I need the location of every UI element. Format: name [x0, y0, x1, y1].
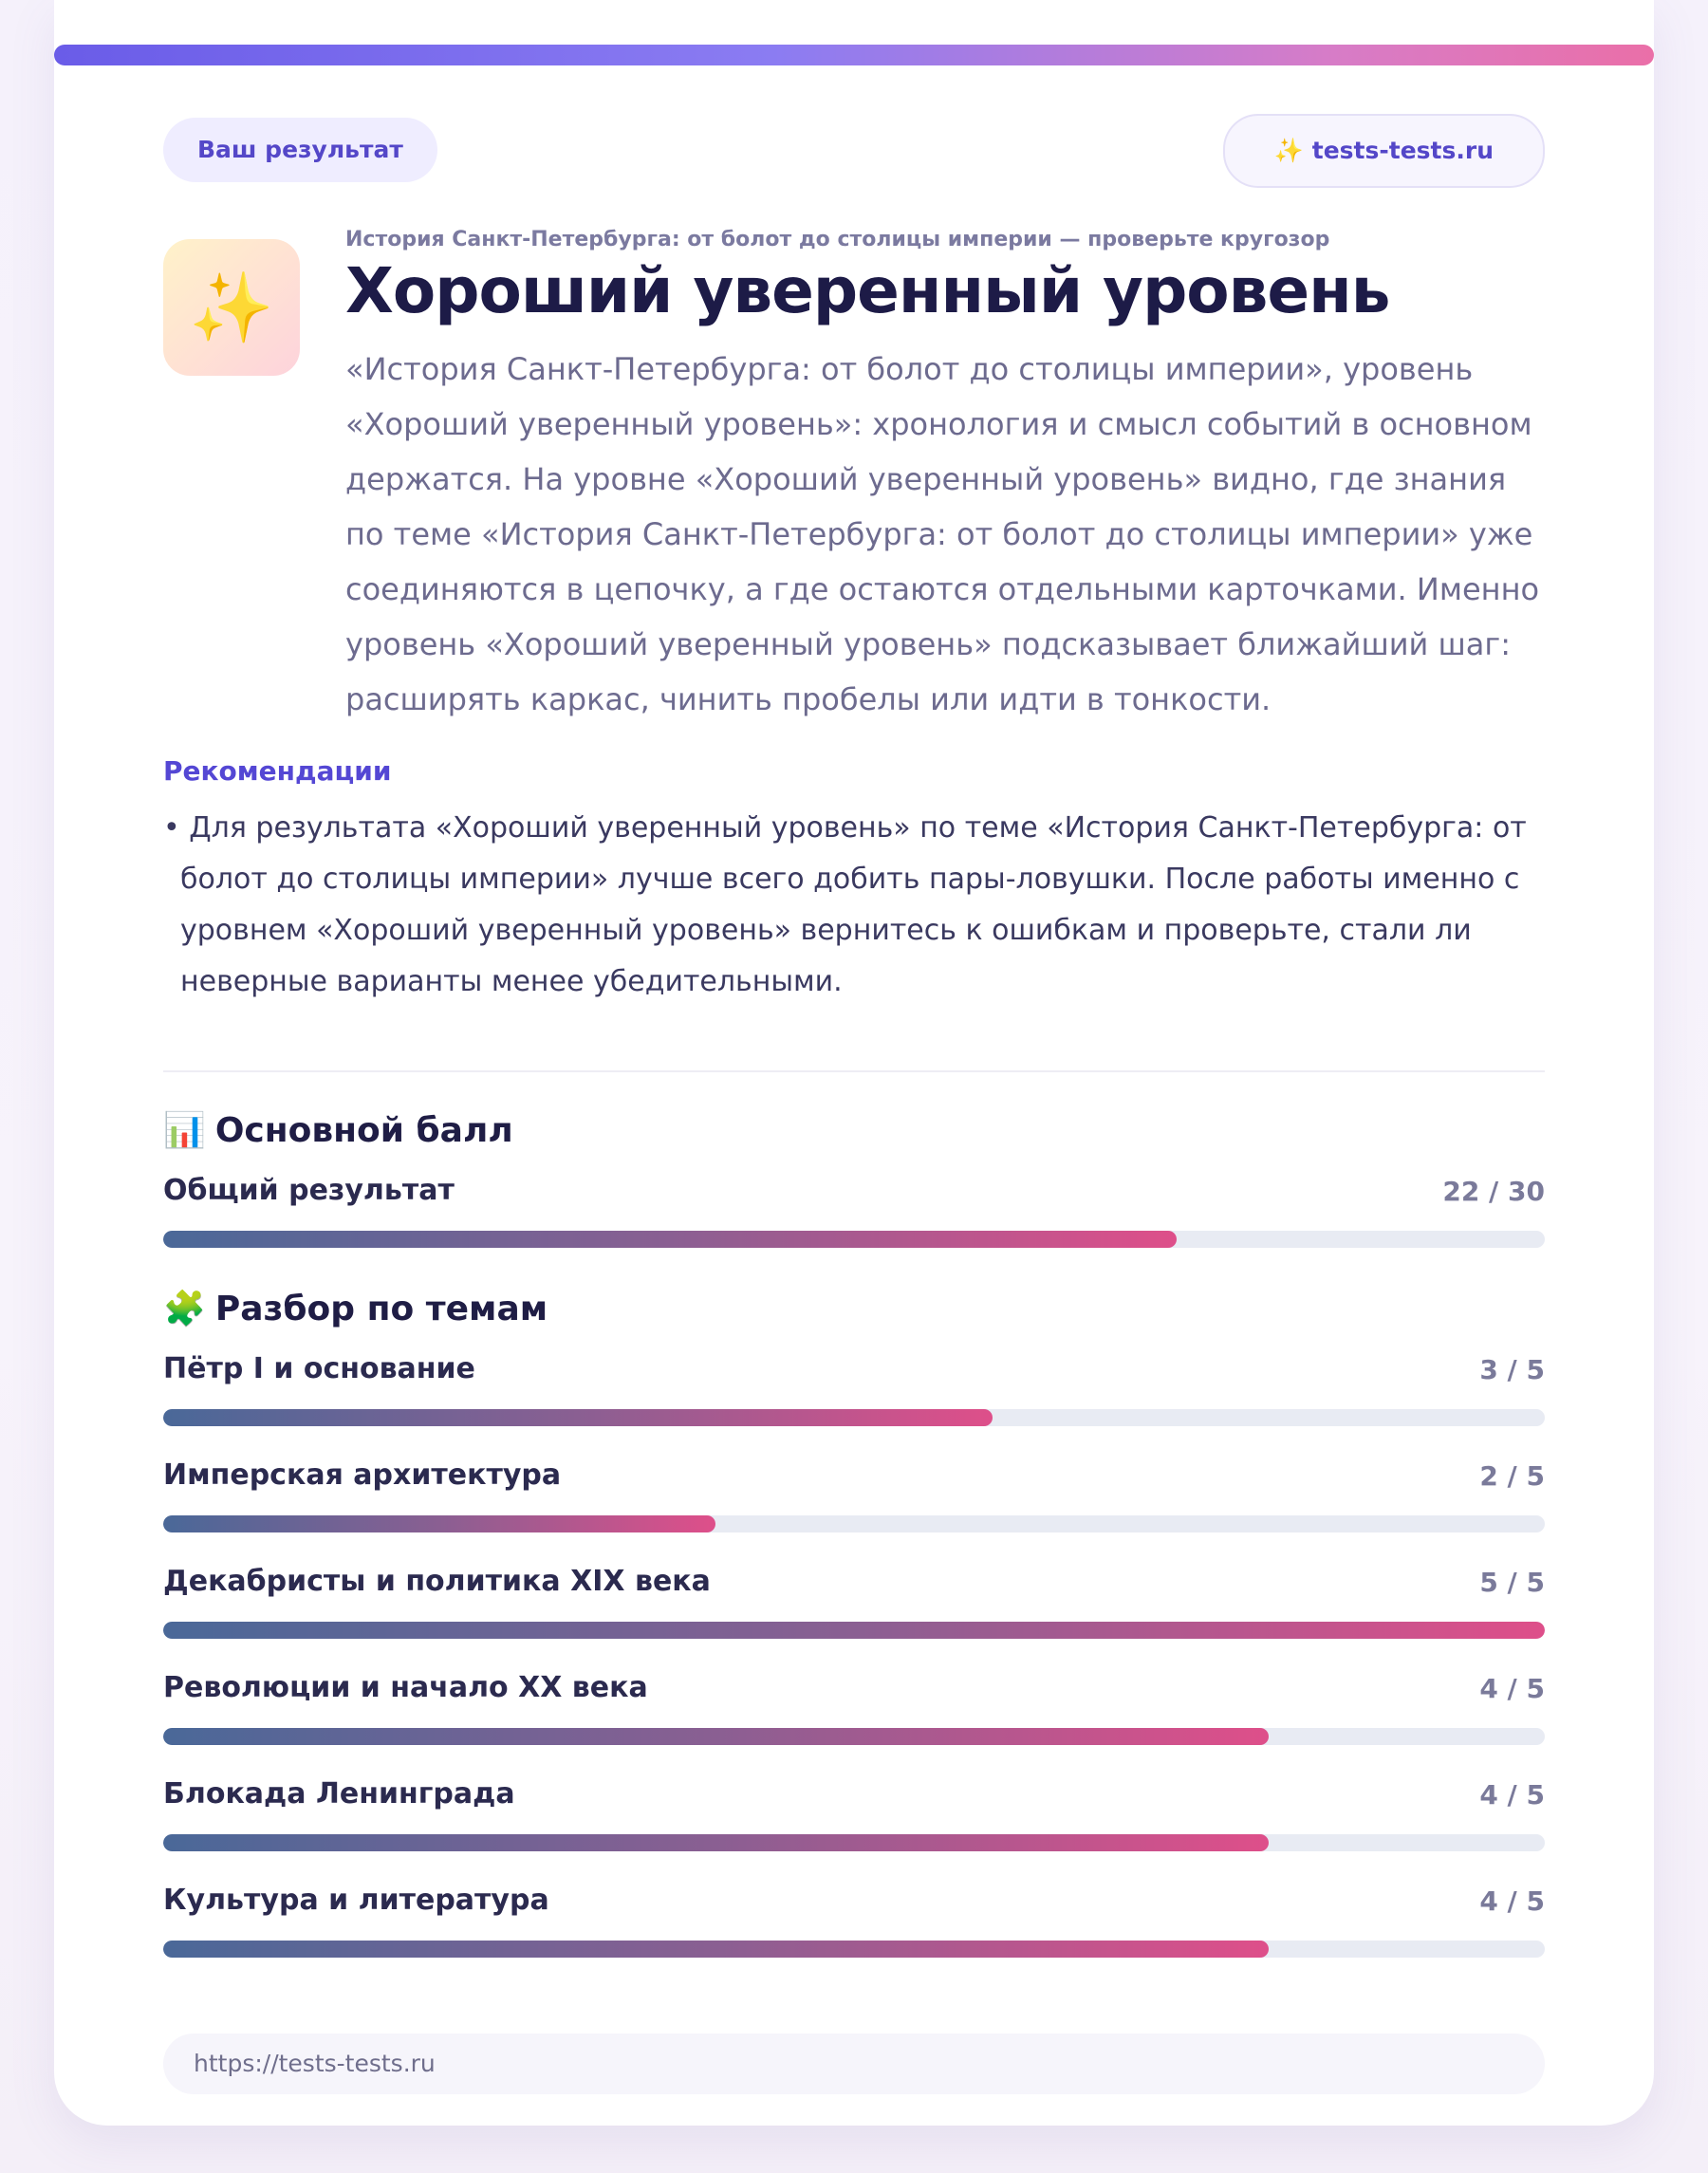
topic-fill	[163, 1728, 1269, 1745]
topic-track	[163, 1622, 1545, 1639]
footer-bar: https://tests-tests.ru	[163, 2034, 1545, 2094]
topic-label: Революции и начало XX века	[163, 1671, 648, 1704]
main-score-title: Основной балл	[214, 1111, 513, 1150]
result-pill: Ваш результат	[163, 118, 437, 182]
top-gradient-bar	[54, 45, 1654, 65]
result-card: Ваш результат ✨ tests-tests.ru ✨ История…	[54, 0, 1654, 2126]
main-score-value: 22 / 30	[1442, 1176, 1545, 1207]
topic-track	[163, 1941, 1545, 1958]
main-score-label: Общий результат	[163, 1174, 455, 1207]
topics-title: Разбор по темам	[214, 1290, 548, 1328]
main-score-track	[163, 1231, 1545, 1248]
topic-fill	[163, 1941, 1269, 1958]
quiz-subtitle: История Санкт-Петербурга: от болот до ст…	[345, 228, 1330, 251]
result-description: «История Санкт-Петербурга: от болот до с…	[345, 351, 1540, 717]
topic-label: Блокада Ленинграда	[163, 1777, 515, 1811]
main-score-heading: 📊 Основной балл	[163, 1110, 513, 1150]
site-link-pill[interactable]: ✨ tests-tests.ru	[1222, 114, 1545, 188]
topics-heading: 🧩 Разбор по темам	[163, 1289, 548, 1328]
topic-label: Декабристы и политика XIX века	[163, 1565, 711, 1598]
recommendations-heading: Рекомендации	[163, 755, 392, 787]
topic-track	[163, 1515, 1545, 1532]
sparkles-icon: ✨	[163, 239, 300, 376]
recommendations-text: • Для результата «Хороший уверенный уров…	[163, 811, 1527, 998]
result-title: Хороший уверенный уровень	[345, 254, 1391, 327]
topic-score: 5 / 5	[1479, 1567, 1545, 1598]
topic-fill	[163, 1409, 993, 1426]
topic-label: Культура и литература	[163, 1884, 549, 1917]
topic-fill	[163, 1622, 1545, 1639]
topic-track	[163, 1834, 1545, 1851]
divider	[163, 1070, 1545, 1072]
footer-url[interactable]: https://tests-tests.ru	[194, 2050, 436, 2077]
main-score-fill	[163, 1231, 1177, 1248]
topic-score: 4 / 5	[1479, 1779, 1545, 1811]
topic-label: Пётр I и основание	[163, 1352, 475, 1385]
topic-score: 4 / 5	[1479, 1885, 1545, 1917]
puzzle-icon: 🧩	[163, 1290, 206, 1328]
topic-fill	[163, 1834, 1269, 1851]
topic-track	[163, 1409, 1545, 1426]
topic-score: 3 / 5	[1479, 1354, 1545, 1385]
topic-score: 2 / 5	[1479, 1460, 1545, 1492]
topic-fill	[163, 1515, 716, 1532]
topic-track	[163, 1728, 1545, 1745]
bar-chart-icon: 📊	[163, 1111, 206, 1150]
topic-score: 4 / 5	[1479, 1673, 1545, 1704]
card-frame	[54, 0, 1654, 2126]
topic-label: Имперская архитектура	[163, 1458, 562, 1492]
